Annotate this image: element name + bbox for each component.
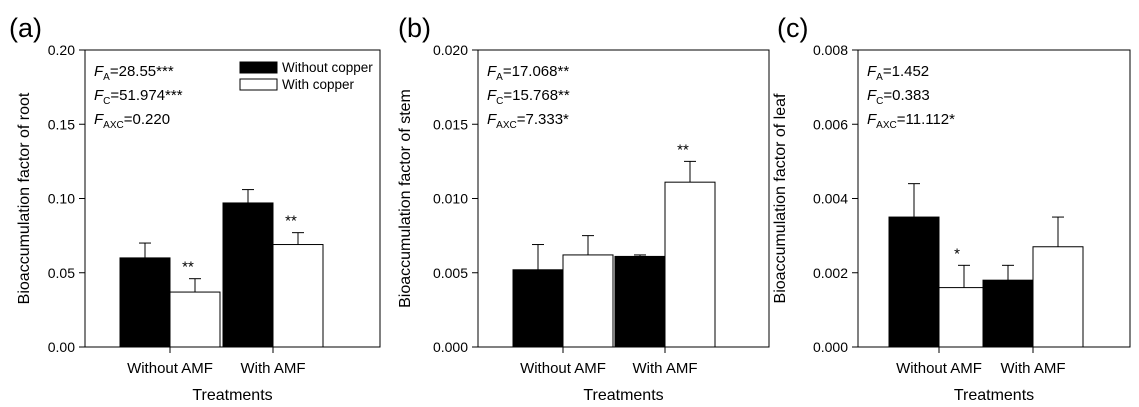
y-tick-label: 0.00: [48, 339, 75, 355]
bar-with-copper: [1032, 246, 1084, 348]
panel-label: (c): [777, 13, 808, 43]
category-label: With AMF: [240, 360, 305, 377]
y-tick-label: 0.008: [813, 42, 848, 58]
y-tick-label: 0.004: [813, 191, 848, 207]
y-tick-label: 0.015: [433, 116, 468, 132]
bar-with-copper: [169, 291, 221, 348]
legend-label: Without copper: [282, 60, 373, 75]
y-tick-label: 0.000: [433, 339, 468, 355]
bar-with-copper: [938, 287, 990, 348]
stat-annotation: FA=1.452: [867, 63, 929, 83]
significance-marker: **: [677, 141, 689, 158]
stat-annotation: FC=0.383: [867, 87, 930, 107]
legend: Without copper With copper: [239, 60, 373, 92]
y-tick-label: 0.05: [48, 265, 75, 281]
bar-without-copper: [222, 202, 274, 348]
plot-frame: [84, 49, 381, 348]
significance-marker: **: [182, 259, 194, 276]
panel-label: (b): [398, 13, 431, 43]
y-tick-label: 0.010: [433, 191, 468, 207]
significance-marker: *: [954, 245, 960, 262]
legend-swatch-with-copper: [239, 78, 278, 91]
y-axis-title: Bioaccumulation factor of root: [16, 92, 33, 304]
bar-with-copper: [664, 181, 716, 348]
bar-without-copper: [888, 216, 940, 348]
panel-label: (a): [9, 13, 42, 43]
chart-panel-b: (b) 0.000 0.005 0.010 0.015 0.020 Without AMF W…: [397, 13, 770, 404]
plot-frame: [857, 49, 1131, 348]
significance-marker: **: [285, 213, 297, 230]
bar-with-copper: [272, 244, 324, 348]
stat-annotation: FC=15.768**: [487, 87, 570, 107]
stat-annotation: FAXC=0.220: [94, 111, 170, 131]
bar-without-copper: [982, 279, 1034, 348]
plot-frame: [477, 49, 770, 348]
chart-panel-a: (a) 0.00 0.05 0.10 0.15 0.20 Without AMF With A…: [9, 13, 381, 404]
y-tick-label: 0.006: [813, 116, 848, 132]
category-label: With AMF: [632, 360, 697, 377]
legend-label: With copper: [282, 77, 355, 92]
y-tick-label: 0.20: [48, 42, 75, 58]
stat-annotation: FAXC=11.112*: [867, 111, 955, 131]
category-label: Without AMF: [127, 360, 213, 377]
y-tick-label: 0.000: [813, 339, 848, 355]
bar-without-copper: [614, 255, 666, 348]
category-label: Without AMF: [520, 360, 606, 377]
legend-swatch-without-copper: [239, 61, 278, 74]
stat-annotation: FAXC=7.333*: [487, 111, 569, 131]
stat-annotation: FC=51.974***: [94, 87, 183, 107]
category-label: With AMF: [1000, 360, 1065, 377]
bar-without-copper: [512, 269, 564, 348]
x-axis-title: Treatments: [954, 387, 1034, 404]
y-tick-label: 0.005: [433, 265, 468, 281]
y-tick-label: 0.15: [48, 116, 75, 132]
x-axis-title: Treatments: [192, 387, 272, 404]
category-label: Without AMF: [896, 360, 982, 377]
y-tick-label: 0.020: [433, 42, 468, 58]
y-tick-label: 0.002: [813, 265, 848, 281]
y-tick-label: 0.10: [48, 191, 75, 207]
x-axis-title: Treatments: [583, 387, 663, 404]
bar-with-copper: [562, 254, 614, 348]
y-axis-title: Bioaccumulation factor of leaf: [772, 93, 789, 303]
y-axis-title: Bioaccumulation factor of stem: [397, 89, 414, 308]
bar-without-copper: [119, 257, 171, 348]
stat-annotation: FA=17.068**: [487, 63, 569, 83]
chart-panel-c: (c) 0.000 0.002 0.004 0.006 0.008 Without AMF W…: [772, 13, 1131, 404]
stat-annotation: FA=28.55***: [94, 63, 174, 83]
